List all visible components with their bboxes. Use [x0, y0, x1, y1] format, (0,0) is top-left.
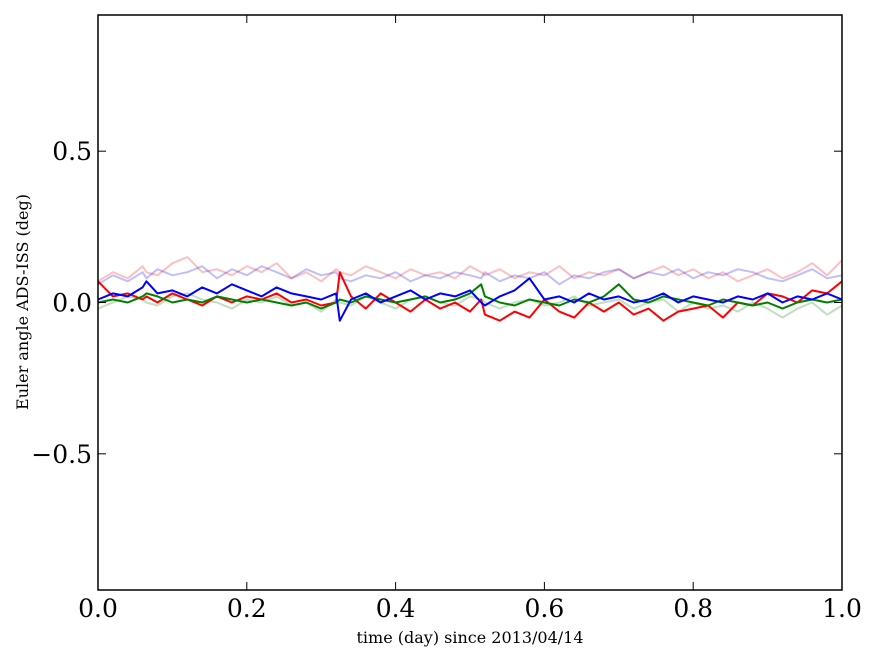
series-line-2 [97, 265, 843, 286]
y-tick-label: −0.5 [31, 440, 92, 469]
x-tick-label: 0.0 [78, 594, 118, 623]
series-layer [97, 256, 843, 322]
y-tick-label: 0.5 [52, 137, 92, 166]
x-tick-label: 0.6 [525, 594, 565, 623]
x-tick-label: 0.8 [673, 594, 713, 623]
series-line-0 [97, 256, 843, 283]
x-axis-label: time (day) since 2013/04/14 [356, 628, 583, 647]
y-axis-label: Euler angle ADS-ISS (deg) [13, 194, 32, 410]
tick-layer: 0.0 0.2 0.4 0.6 0.8 1.0 −0.5 0.0 0.5 [31, 15, 862, 623]
series-line-5 [97, 277, 843, 322]
x-tick-label: 1.0 [822, 594, 862, 623]
y-tick-label: 0.0 [52, 289, 92, 318]
x-tick-label: 0.4 [376, 594, 416, 623]
x-tick-label: 0.2 [227, 594, 267, 623]
series-line-4 [97, 283, 843, 310]
